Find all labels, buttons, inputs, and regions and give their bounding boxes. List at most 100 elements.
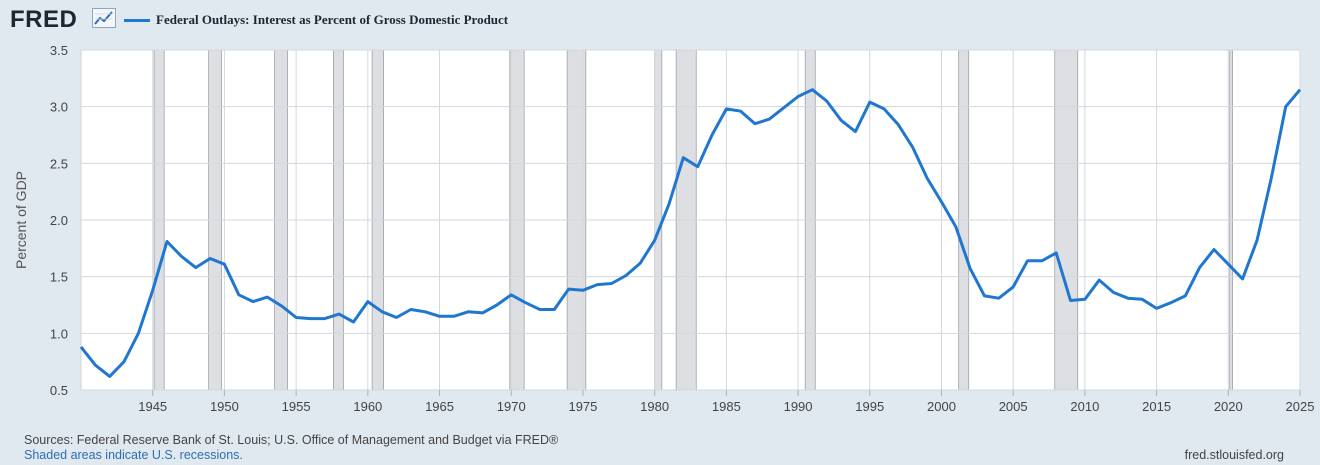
data-point [481, 311, 484, 314]
series-line[interactable] [79, 88, 1302, 378]
x-tick-label: 2005 [999, 399, 1028, 414]
data-point [1227, 263, 1230, 266]
x-tick-label: 1990 [784, 399, 813, 414]
data-point [438, 315, 441, 318]
data-point [280, 305, 283, 308]
data-point [725, 107, 728, 110]
line-chart-icon [92, 8, 116, 28]
data-point [883, 107, 886, 110]
data-point [452, 315, 455, 318]
data-point [295, 316, 298, 319]
data-point [983, 294, 986, 297]
fred-logo[interactable]: FRED [10, 6, 78, 33]
y-tick-label: 1.0 [50, 326, 68, 341]
footer-sources: Sources: Federal Reserve Bank of St. Lou… [24, 433, 559, 447]
chart-legend[interactable]: Federal Outlays: Interest as Percent of … [124, 12, 508, 28]
data-point [911, 146, 914, 149]
data-point [754, 122, 757, 125]
legend-label: Federal Outlays: Interest as Percent of … [156, 12, 509, 27]
y-tick-label: 2.5 [50, 156, 68, 171]
data-point [596, 283, 599, 286]
x-tick-label: 2010 [1070, 399, 1099, 414]
data-point [1198, 266, 1201, 269]
data-point [252, 300, 255, 303]
data-point [395, 316, 398, 319]
data-point [237, 293, 240, 296]
data-point [510, 293, 513, 296]
x-tick-label: 1985 [712, 399, 741, 414]
data-point [639, 262, 642, 265]
data-point [524, 301, 527, 304]
x-tick-label: 1945 [138, 399, 167, 414]
data-point [1055, 251, 1058, 254]
site-link[interactable]: fred.stlouisfed.org [1184, 448, 1284, 462]
x-tick-label: 2020 [1214, 399, 1243, 414]
y-tick-label: 2.0 [50, 213, 68, 228]
data-point [94, 364, 97, 367]
data-point [696, 165, 699, 168]
data-point [653, 239, 656, 242]
data-point [940, 200, 943, 203]
data-point [1012, 285, 1015, 288]
x-axis: 1945 1950 1955 1960 1965 1970 1975 1980 1985 1990… [138, 390, 1314, 414]
data-point [151, 289, 154, 292]
data-point [223, 263, 226, 266]
data-point [868, 101, 871, 104]
y-tick-label: 3.5 [50, 43, 68, 58]
data-point [567, 288, 570, 291]
data-point [1069, 299, 1072, 302]
data-point [108, 375, 111, 378]
x-tick-label: 2025 [1286, 399, 1315, 414]
line-chart[interactable]: 0.51.01.52.02.53.03.5 1945 1950 1955 1960 19… [0, 0, 1320, 432]
data-point [1184, 294, 1187, 297]
data-point [166, 240, 169, 243]
x-tick-label: 1975 [568, 399, 597, 414]
x-tick-label: 1980 [640, 399, 669, 414]
x-tick-label: 2015 [1142, 399, 1171, 414]
data-point [137, 332, 140, 335]
data-point [123, 360, 126, 363]
data-point [1169, 301, 1172, 304]
data-point [553, 308, 556, 311]
data-point [969, 267, 972, 270]
data-point [624, 274, 627, 277]
y-tick-label: 1.5 [50, 270, 68, 285]
data-point [897, 123, 900, 126]
data-point [495, 304, 498, 307]
data-point [1241, 277, 1244, 280]
data-point [782, 106, 785, 109]
y-tick-label: 3.0 [50, 100, 68, 115]
data-point [667, 203, 670, 206]
data-point [610, 282, 613, 285]
x-tick-label: 2000 [927, 399, 956, 414]
data-point [854, 130, 857, 133]
data-point [739, 110, 742, 113]
data-point [581, 289, 584, 292]
x-tick-label: 1965 [425, 399, 454, 414]
data-point [409, 308, 412, 311]
data-point [840, 119, 843, 122]
data-point [323, 317, 326, 320]
data-point [194, 266, 197, 269]
x-tick-label: 1995 [855, 399, 884, 414]
data-point [926, 177, 929, 180]
data-point [1112, 291, 1115, 294]
data-point [954, 225, 957, 228]
data-point [1255, 239, 1258, 242]
chart-header: FRED Federal Outlays: Interest as Percen… [0, 0, 1320, 40]
data-point [1083, 298, 1086, 301]
data-point [309, 317, 312, 320]
data-point [338, 313, 341, 316]
data-point [424, 310, 427, 313]
data-point [825, 100, 828, 103]
data-point [1126, 297, 1129, 300]
x-tick-label: 1970 [497, 399, 526, 414]
data-point [1284, 105, 1287, 108]
recession-note-link[interactable]: Shaded areas indicate U.S. recessions. [24, 448, 243, 462]
data-point [538, 308, 541, 311]
footer-sources-block: Sources: Federal Reserve Bank of St. Lou… [24, 433, 558, 463]
y-axis: 0.5 1.0 1.5 2.0 2.5 3.0 3.5 [50, 43, 68, 398]
data-point [1155, 307, 1158, 310]
data-point [209, 257, 212, 260]
data-point [366, 300, 369, 303]
